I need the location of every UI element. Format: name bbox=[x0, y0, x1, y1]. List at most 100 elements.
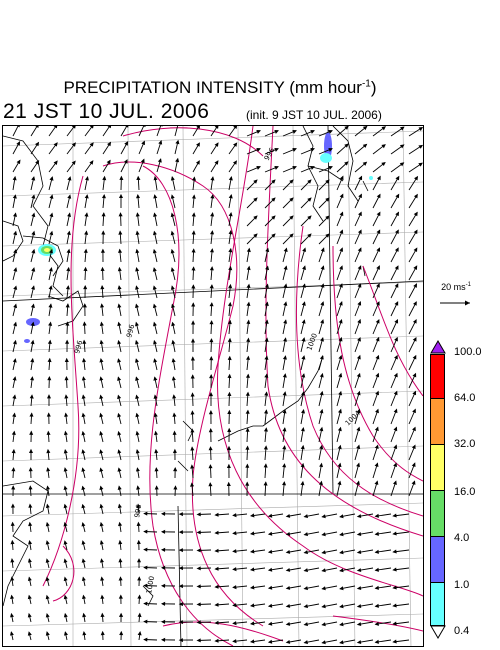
colorbar-label: 1.0 bbox=[454, 579, 470, 591]
wind-arrow-head bbox=[264, 391, 269, 396]
wind-arrow-head bbox=[117, 412, 122, 418]
wind-arrow-head bbox=[118, 594, 123, 599]
colorbar-bottom-triangle bbox=[430, 625, 446, 639]
wind-arrow-head bbox=[45, 612, 50, 618]
wind-arrow-head bbox=[245, 391, 250, 396]
wind-arrow-head bbox=[264, 301, 269, 306]
wind-arrow-head bbox=[63, 612, 68, 618]
wind-arrow-head bbox=[232, 603, 237, 608]
wind-arrow-head bbox=[175, 139, 180, 145]
wind-arrow-head bbox=[63, 467, 68, 472]
wind-arrow-head bbox=[118, 558, 123, 563]
wind-arrow-head bbox=[227, 409, 232, 414]
wind-arrow-head bbox=[81, 594, 86, 600]
wind-arrow-head bbox=[135, 430, 140, 436]
wind-arrow-head bbox=[374, 639, 379, 644]
wind-arrow-head bbox=[45, 594, 50, 600]
wind-arrow-head bbox=[27, 576, 32, 582]
wind-arrow-head bbox=[265, 247, 270, 253]
wind-arrow-head bbox=[393, 426, 398, 432]
wind-arrow-head bbox=[338, 390, 343, 396]
wind-arrow-head bbox=[228, 283, 233, 289]
wind-arrow-head bbox=[11, 467, 16, 472]
wind-arrow-head bbox=[214, 602, 219, 607]
wind-arrow-head bbox=[300, 462, 305, 468]
wind-arrow-head bbox=[27, 558, 32, 563]
wind-arrow-head bbox=[282, 355, 287, 360]
wind-arrow-head bbox=[339, 514, 344, 519]
wind-arrow-head bbox=[214, 620, 219, 625]
wind-arrow-head bbox=[263, 463, 268, 468]
wind-arrow-head bbox=[339, 640, 344, 645]
wind-arrow-head bbox=[12, 194, 17, 199]
wind-arrow-head bbox=[99, 430, 104, 436]
wind-arrow-head bbox=[208, 482, 213, 487]
wind-arrow-head bbox=[158, 140, 163, 145]
wind-arrow-head bbox=[392, 567, 397, 572]
wind-arrow-head bbox=[338, 354, 343, 360]
wind-arrow-head bbox=[30, 321, 35, 327]
wind-arrow-head bbox=[118, 230, 123, 235]
wind-arrow-head bbox=[321, 532, 326, 537]
wind-arrow-head bbox=[28, 467, 33, 472]
wind-arrow-head bbox=[63, 558, 68, 563]
wind-arrow-head bbox=[208, 391, 214, 397]
wind-arrow-head bbox=[356, 408, 361, 414]
wind-arrow-head bbox=[46, 430, 51, 435]
wind-arrow-head bbox=[135, 248, 140, 254]
wind-arrow-head bbox=[210, 212, 215, 217]
wind-arrow-head bbox=[13, 321, 17, 327]
wind-arrow-head bbox=[381, 144, 386, 149]
wind-arrow-head bbox=[49, 176, 54, 181]
wind-arrow-head bbox=[394, 336, 398, 342]
wind-arrow-head bbox=[30, 339, 35, 345]
wind-arrow-head bbox=[393, 444, 398, 450]
wind-arrow-head bbox=[356, 390, 361, 396]
wind-arrow-head bbox=[376, 247, 381, 252]
wind-arrow-head bbox=[100, 284, 105, 290]
wind-arrow-head bbox=[170, 212, 175, 218]
wind-arrow-head bbox=[246, 283, 251, 289]
wind-arrow-head bbox=[338, 336, 343, 342]
wind-arrow-head bbox=[46, 448, 51, 454]
wind-arrow-head bbox=[362, 126, 368, 131]
wind-arrow-head bbox=[285, 640, 291, 644]
wind-arrow-head bbox=[13, 285, 18, 290]
wind-arrow-head bbox=[35, 141, 40, 147]
wind-arrow-head bbox=[263, 481, 268, 486]
wind-arrow-head bbox=[190, 482, 195, 487]
wind-arrow-head bbox=[67, 194, 72, 199]
wind-arrow-head bbox=[325, 179, 330, 184]
wind-arrow-head bbox=[160, 565, 166, 570]
wind-arrow-head bbox=[321, 568, 326, 573]
wind-arrow-head bbox=[267, 567, 273, 572]
wind-arrow-head bbox=[153, 339, 157, 345]
wind-arrow-head bbox=[356, 622, 362, 627]
wind-arrow-head bbox=[143, 565, 148, 570]
wind-arrow-head bbox=[392, 549, 397, 554]
wind-arrow-head bbox=[89, 160, 94, 165]
wind-arrow-head bbox=[31, 230, 36, 236]
wind-arrow-head bbox=[282, 463, 287, 468]
wind-arrow-head bbox=[196, 566, 201, 571]
wind-arrow-head bbox=[356, 532, 362, 537]
wind-arrow-head bbox=[318, 480, 323, 486]
wind-arrow-head bbox=[271, 215, 276, 220]
wind-arrow-head bbox=[374, 585, 379, 590]
wind-arrow-head bbox=[375, 408, 379, 414]
wind-arrow-head bbox=[302, 247, 307, 252]
wind-arrow-head bbox=[393, 462, 398, 467]
wind-arrow-head bbox=[12, 412, 17, 417]
wind-arrow-head bbox=[374, 621, 379, 626]
wind-arrow-head bbox=[253, 197, 258, 202]
wind-arrow-head bbox=[178, 548, 183, 553]
wind-arrow-head bbox=[232, 513, 237, 518]
wind-arrow-head bbox=[381, 161, 386, 167]
wind-arrow-head bbox=[99, 558, 104, 563]
wind-arrow-head bbox=[414, 175, 419, 181]
wind-arrow-head bbox=[178, 530, 183, 535]
wind-arrow-head bbox=[210, 176, 215, 181]
wind-arrow-head bbox=[48, 285, 53, 290]
wind-arrow-head bbox=[125, 126, 129, 128]
wind-arrow-head bbox=[321, 550, 326, 555]
